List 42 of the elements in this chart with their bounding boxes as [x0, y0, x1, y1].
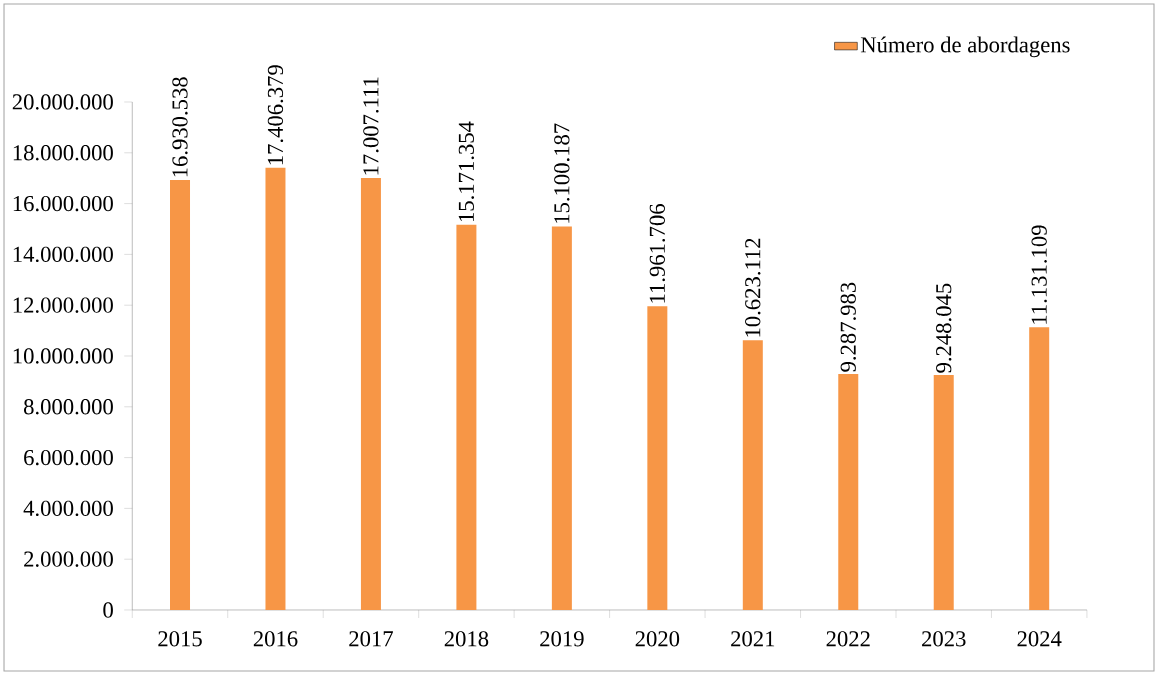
- bar: [742, 340, 763, 610]
- bar: [170, 179, 191, 610]
- x-tick-label: 2023: [922, 631, 966, 647]
- bar: [265, 167, 286, 610]
- data-label: 11.961.706: [649, 204, 666, 303]
- x-tick-label: 2015: [158, 631, 202, 647]
- y-tick-label: 14.000.000: [13, 246, 113, 263]
- bar: [1029, 327, 1050, 610]
- data-label: 15.171.354: [458, 121, 475, 222]
- data-label: 10.623.112: [745, 238, 761, 337]
- bar: [360, 178, 381, 610]
- x-tick-label: 2017: [349, 631, 393, 647]
- y-tick-label: 16.000.000: [13, 195, 113, 212]
- x-tick-label: 2022: [826, 631, 870, 647]
- x-tick-label: 2018: [444, 631, 489, 647]
- data-label: 15.100.187: [554, 123, 570, 223]
- data-label: 9.287.983: [840, 282, 856, 372]
- legend-label: Número de abordagens: [860, 36, 1070, 58]
- y-tick-label: 0: [103, 602, 113, 618]
- x-tick-label: 2016: [253, 631, 298, 647]
- bar: [456, 224, 477, 610]
- y-tick-label: 2.000.000: [24, 551, 113, 567]
- x-tick-label: 2019: [540, 631, 584, 647]
- y-tick-label: 18.000.000: [13, 145, 113, 161]
- bar: [933, 375, 954, 610]
- data-label: 16.930.538: [172, 77, 188, 177]
- bar: [647, 306, 668, 610]
- y-tick-label: 20.000.000: [12, 94, 113, 110]
- y-tick-label: 10.000.000: [13, 348, 113, 364]
- data-label: 17.406.379: [267, 65, 284, 165]
- x-tick-label: 2024: [1017, 631, 1062, 647]
- x-tick-label: 2020: [635, 631, 680, 647]
- y-tick-label: 8.000.000: [23, 399, 113, 415]
- bar: [838, 374, 859, 610]
- data-label: 17.007.111: [363, 77, 379, 175]
- bar: [551, 226, 572, 610]
- x-tick-label: 2021: [731, 631, 775, 647]
- y-tick-label: 4.000.000: [23, 500, 113, 517]
- y-tick-label: 12.000.000: [13, 297, 113, 313]
- y-tick-label: 6.000.000: [24, 449, 113, 466]
- data-label: 11.131.109: [1031, 225, 1047, 324]
- data-label: 9.248.045: [936, 283, 952, 373]
